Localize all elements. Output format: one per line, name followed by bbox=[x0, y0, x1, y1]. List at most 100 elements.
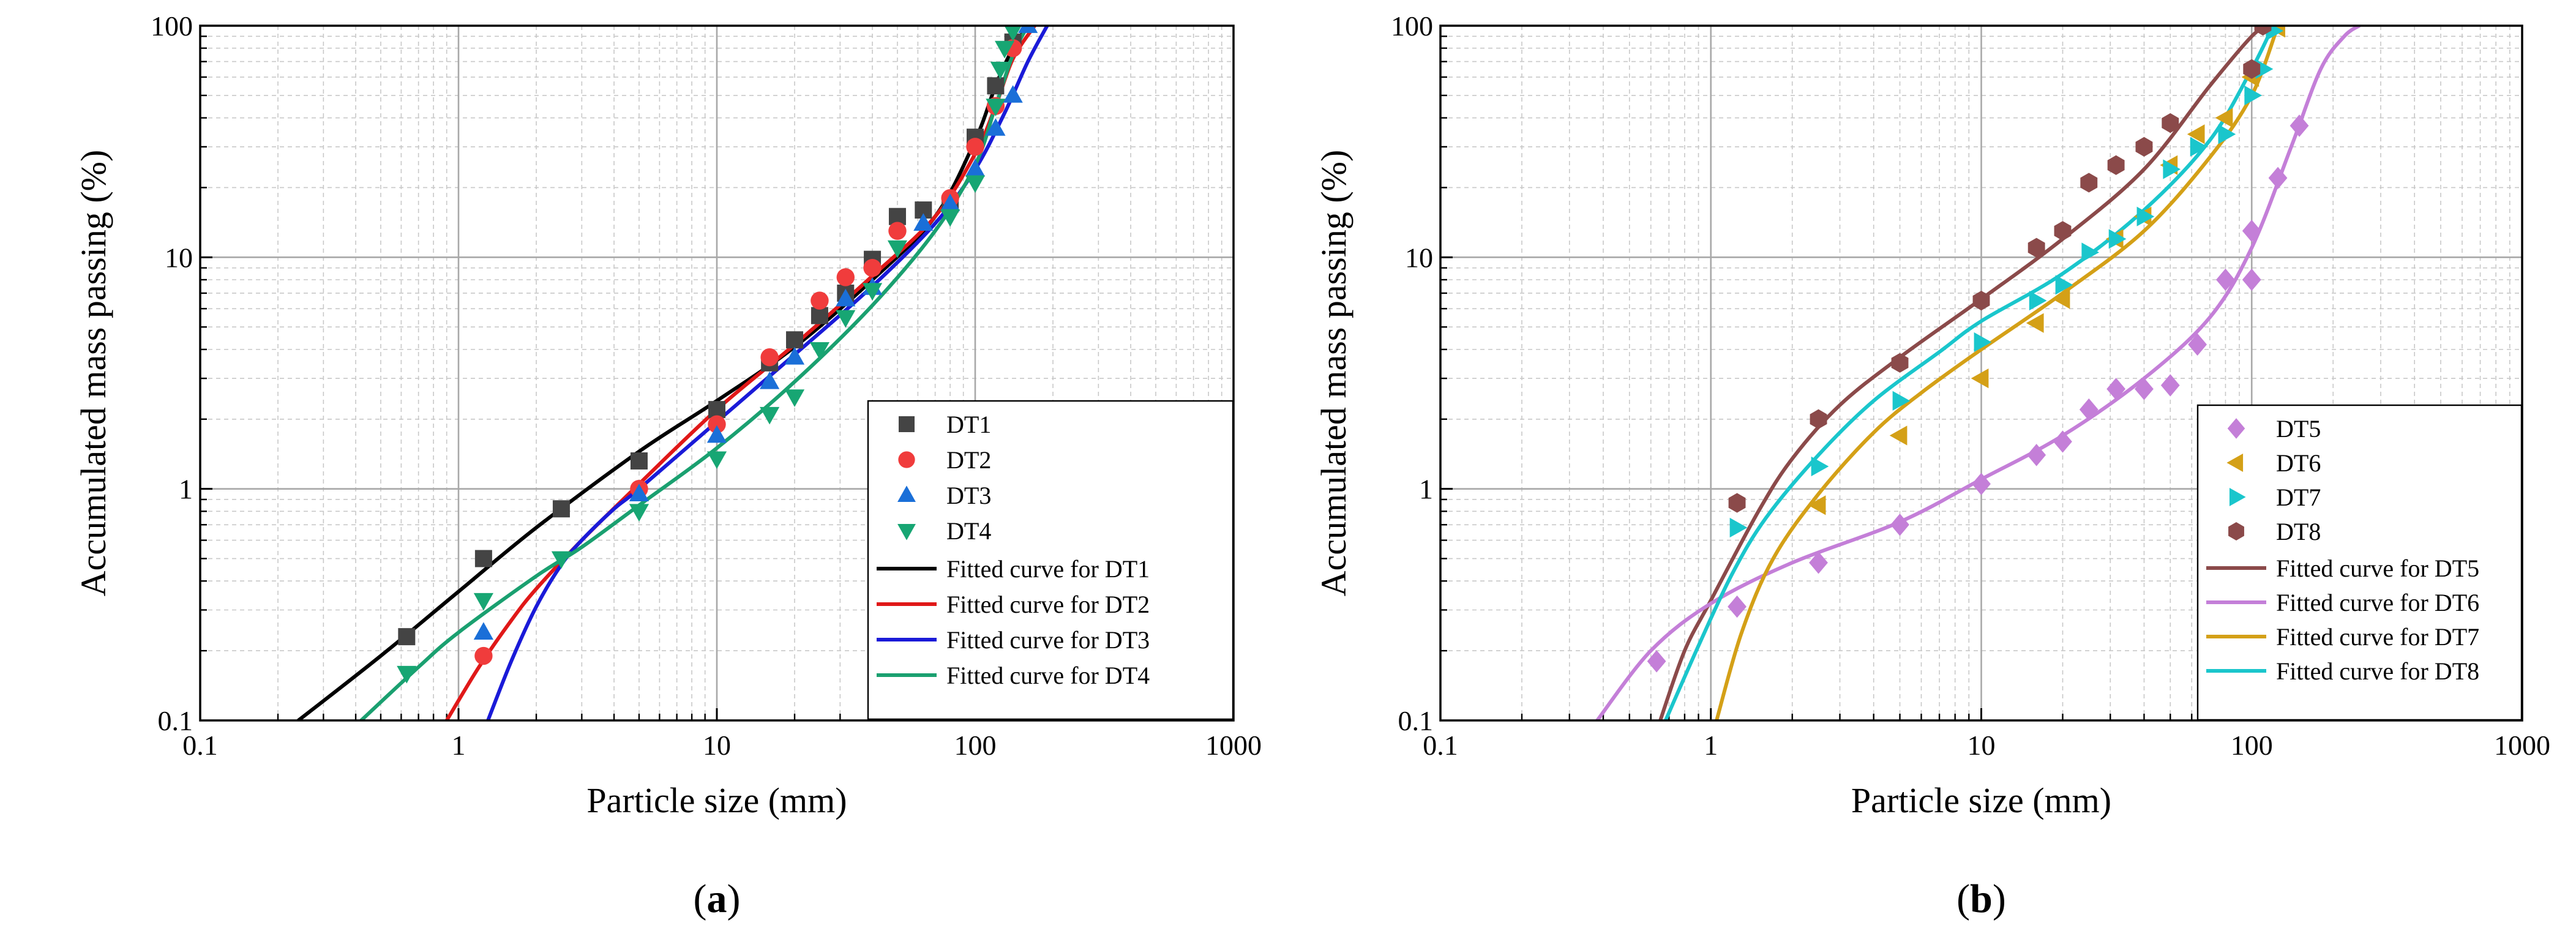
data-point bbox=[1890, 514, 1909, 536]
x-tick-label: 0.1 bbox=[1423, 730, 1458, 761]
data-point bbox=[2027, 237, 2045, 258]
data-point bbox=[836, 268, 855, 286]
data-point bbox=[811, 307, 828, 324]
data-point bbox=[986, 118, 1006, 136]
data-point bbox=[2029, 291, 2047, 311]
data-point bbox=[1003, 85, 1023, 103]
y-tick-label: 100 bbox=[1391, 10, 1433, 42]
data-point bbox=[1810, 409, 1827, 429]
data-point bbox=[2216, 268, 2235, 291]
data-point bbox=[629, 504, 650, 522]
y-tick-label: 0.1 bbox=[1398, 705, 1434, 736]
legend-entry-label: DT1 bbox=[946, 411, 991, 438]
data-point bbox=[552, 500, 570, 518]
data-point bbox=[2106, 378, 2126, 400]
data-point bbox=[708, 415, 726, 433]
data-point bbox=[987, 77, 1005, 95]
data-point bbox=[1811, 456, 1829, 477]
data-point bbox=[940, 209, 960, 227]
legend-marker-swatch bbox=[898, 451, 915, 468]
data-point bbox=[811, 291, 829, 310]
data-point bbox=[1972, 473, 1991, 495]
y-tick-label: 10 bbox=[165, 242, 193, 273]
data-point bbox=[629, 484, 650, 501]
data-point bbox=[473, 593, 493, 611]
legend-marker-swatch bbox=[897, 485, 916, 503]
legend-entry-label: DT5 bbox=[2276, 415, 2321, 443]
data-point bbox=[1004, 26, 1022, 42]
data-point bbox=[2135, 378, 2154, 400]
data-point bbox=[1974, 332, 1992, 353]
data-point bbox=[760, 348, 779, 367]
data-point bbox=[966, 138, 984, 156]
x-tick-label: 10 bbox=[703, 730, 731, 761]
legend-entry-label: Fitted curve for DT1 bbox=[946, 555, 1150, 583]
data-point bbox=[2218, 124, 2236, 144]
fitted-curve-line bbox=[486, 26, 1049, 720]
fitted-curve-line bbox=[359, 26, 1030, 720]
data-point bbox=[1728, 595, 1747, 618]
plot-frame bbox=[1439, 24, 2523, 722]
data-point bbox=[836, 310, 856, 328]
legend-marker-swatch bbox=[897, 523, 916, 540]
x-tick-label: 10 bbox=[1968, 730, 1996, 761]
data-point bbox=[474, 646, 493, 665]
data-point bbox=[2053, 430, 2072, 453]
chart-panel-a: 0.1 1 10 100 1000 0.1 1 10 100 Particle size (mm)… bbox=[73, 10, 1262, 921]
x-tick-label: 1000 bbox=[1205, 730, 1262, 761]
data-point bbox=[2080, 173, 2098, 193]
legend: DT5 DT6 DT7 DT8 Fitted curve for DT5 Fitted c… bbox=[2196, 404, 2523, 721]
data-point bbox=[2135, 136, 2153, 157]
data-point bbox=[551, 551, 572, 569]
y-tick-label: 100 bbox=[151, 10, 193, 42]
data-point bbox=[398, 628, 416, 646]
data-point bbox=[2190, 136, 2208, 157]
data-point bbox=[706, 451, 727, 469]
data-point bbox=[2160, 374, 2180, 397]
plot-frame bbox=[199, 24, 1235, 722]
y-tick-label: 10 bbox=[1405, 242, 1433, 273]
legend-marker-swatch bbox=[899, 416, 915, 432]
x-tick-label: 1 bbox=[452, 730, 466, 761]
data-point bbox=[706, 425, 727, 443]
data-point bbox=[2163, 159, 2181, 179]
legend-entry-label: Fitted curve for DT5 bbox=[2276, 555, 2479, 582]
data-point bbox=[2079, 398, 2099, 421]
data-point bbox=[708, 401, 725, 419]
legend-box bbox=[867, 400, 1234, 720]
data-area bbox=[1595, 26, 2361, 720]
data-point bbox=[397, 665, 417, 684]
data-point bbox=[1892, 391, 1911, 411]
data-point bbox=[913, 213, 934, 231]
data-point bbox=[2162, 113, 2179, 133]
legend-entry-label: Fitted curve for DT8 bbox=[2276, 657, 2479, 685]
y-tick-label: 1 bbox=[1419, 474, 1433, 505]
fitted-curve-line bbox=[1715, 26, 2280, 720]
legend-entry-label: Fitted curve for DT6 bbox=[2276, 589, 2479, 616]
data-point bbox=[1728, 493, 1746, 513]
data-point bbox=[986, 99, 1006, 117]
y-tick-label: 1 bbox=[179, 474, 193, 505]
data-point bbox=[887, 240, 908, 258]
legend-entry-label: DT7 bbox=[2276, 484, 2321, 511]
data-point bbox=[1808, 495, 1826, 515]
legend-entry-label: DT8 bbox=[2276, 518, 2321, 545]
legend-marker-swatch bbox=[2229, 488, 2246, 506]
data-point bbox=[1018, 26, 1038, 33]
data-point bbox=[760, 406, 780, 425]
data-point bbox=[474, 550, 492, 567]
data-point bbox=[2215, 108, 2233, 128]
data-point bbox=[863, 258, 882, 277]
data-point bbox=[2107, 155, 2125, 175]
data-point bbox=[2081, 242, 2100, 263]
data-point bbox=[2268, 166, 2288, 189]
data-point bbox=[2026, 313, 2044, 333]
legend-marker-swatch bbox=[2226, 454, 2244, 472]
legend-marker-swatch bbox=[2227, 418, 2245, 439]
legend-entry-label: DT4 bbox=[946, 517, 991, 545]
data-point bbox=[965, 175, 986, 193]
x-axis-label: Particle size (mm) bbox=[586, 780, 847, 820]
x-tick-label: 100 bbox=[2231, 730, 2273, 761]
data-point bbox=[1891, 353, 1909, 373]
legend-box bbox=[2196, 404, 2523, 721]
